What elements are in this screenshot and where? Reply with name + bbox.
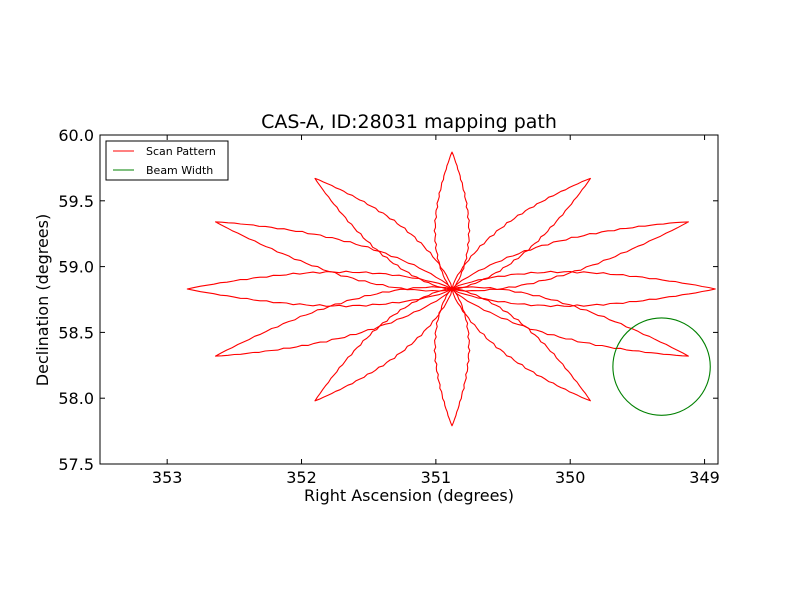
y-axis-ticks: 57.5 58.0 58.5 59.0 59.5 60.0	[58, 126, 718, 474]
scan-petal-10	[186, 270, 453, 308]
plot-marks	[186, 151, 716, 427]
legend-box	[105, 140, 229, 181]
x-tick-label: 351	[421, 468, 452, 487]
scan-petal-2	[451, 177, 591, 290]
beam-width-circle	[612, 317, 711, 416]
scan-petal-3	[451, 221, 689, 292]
x-tick-label: 350	[555, 468, 586, 487]
x-tick-label: 353	[152, 468, 183, 487]
y-tick-label: 59.0	[58, 258, 94, 277]
legend-label-scan-pattern: Scan Pattern	[146, 145, 216, 158]
scan-petal-12	[314, 177, 453, 290]
scan-petal-6	[451, 288, 591, 402]
y-tick-label: 57.5	[58, 455, 94, 474]
scan-petal-8	[314, 288, 453, 402]
scan-petal-9	[214, 286, 453, 357]
y-tick-label: 58.5	[58, 323, 94, 342]
y-tick-label: 58.0	[58, 389, 94, 408]
y-axis-title: Declination (degrees)	[33, 214, 52, 386]
scan-petal-1	[433, 151, 471, 290]
scan-petal-4	[451, 270, 716, 308]
x-tick-label: 352	[286, 468, 317, 487]
plot-frame	[99, 134, 719, 465]
x-axis-title: Right Ascension (degrees)	[304, 486, 514, 505]
y-tick-label: 59.5	[58, 192, 94, 211]
chart-title: CAS-A, ID:28031 mapping path	[261, 111, 557, 133]
x-tick-label: 349	[689, 468, 720, 487]
legend-label-beam-width: Beam Width	[146, 164, 213, 177]
legend: Scan Pattern Beam Width	[105, 140, 229, 181]
x-axis-ticks: 353 352 351 350 349	[152, 135, 720, 487]
scan-petal-7	[433, 288, 471, 427]
plot-area	[100, 135, 718, 464]
y-tick-label: 60.0	[58, 126, 94, 145]
